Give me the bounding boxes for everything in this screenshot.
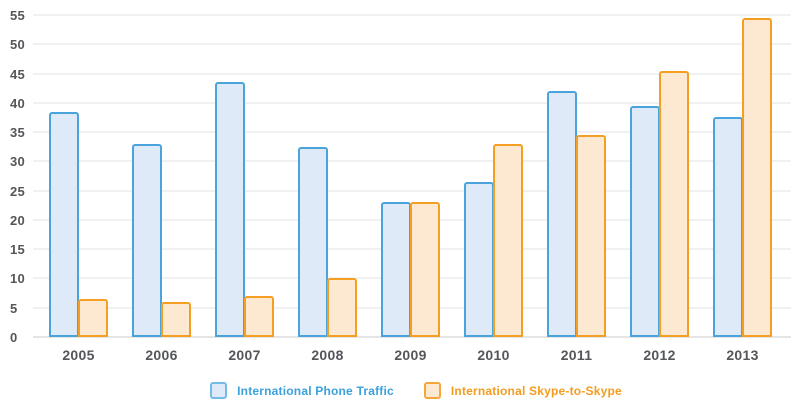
legend-label: International Skype-to-Skype xyxy=(450,383,622,398)
y-tick-label-30: 30 xyxy=(10,154,26,170)
x-tick-label-2011: 2011 xyxy=(560,347,593,363)
gridline-30 xyxy=(33,160,791,163)
bar-2010-skype xyxy=(493,143,523,337)
gridline-45 xyxy=(33,72,791,75)
gridline-0 xyxy=(33,336,791,338)
bar-2009-phone xyxy=(381,202,411,337)
bar-group-2005: 2005 xyxy=(49,15,108,363)
gridline-55 xyxy=(33,14,791,16)
legend-item-skype-to-skype[interactable]: International Skype-to-Skype xyxy=(423,382,622,399)
bar-2008-skype xyxy=(327,278,357,337)
bar-group-2009: 2009 xyxy=(381,15,440,363)
legend-item-phone-traffic[interactable]: International Phone Traffic xyxy=(210,382,394,399)
bar-2011-phone xyxy=(547,91,577,337)
bar-2011-skype xyxy=(576,135,606,337)
bar-2013-phone xyxy=(713,117,743,337)
bar-2013-skype xyxy=(742,17,772,337)
bar-2009-skype xyxy=(410,202,440,337)
y-axis: 0 5 10 15 20 25 30 35 40 45 50 55 xyxy=(10,8,34,345)
bar-group-2013: 2013 xyxy=(713,15,772,363)
gridline-35 xyxy=(33,131,791,134)
y-tick-label-35: 35 xyxy=(10,125,26,141)
y-tick-label-20: 20 xyxy=(10,212,26,228)
x-tick-label-2010: 2010 xyxy=(477,347,510,363)
bar-2012-phone xyxy=(630,105,660,337)
y-tick-label-0: 0 xyxy=(10,330,18,345)
plot-area: 2005 2006 2007 2008 2009 2010 2011 2012 2013 xyxy=(33,14,791,363)
y-tick-label-25: 25 xyxy=(10,183,26,199)
bar-2012-skype xyxy=(659,70,689,337)
y-tick-label-15: 15 xyxy=(10,242,26,258)
bar-2010-phone xyxy=(464,181,494,337)
x-tick-label-2013: 2013 xyxy=(726,347,759,363)
y-tick-label-55: 55 xyxy=(10,8,26,23)
y-tick-label-5: 5 xyxy=(10,300,18,316)
bar-2005-phone xyxy=(49,111,79,337)
y-tick-label-10: 10 xyxy=(10,271,26,287)
gridline-25 xyxy=(33,189,791,192)
bar-2006-skype xyxy=(161,301,191,337)
x-tick-label-2007: 2007 xyxy=(228,347,261,363)
x-tick-label-2005: 2005 xyxy=(62,347,95,363)
legend-swatch-icon xyxy=(423,382,441,399)
y-tick-label-50: 50 xyxy=(10,37,26,53)
bar-group-2011: 2011 xyxy=(547,15,606,363)
bar-2005-skype xyxy=(78,298,108,337)
legend-swatch-icon xyxy=(210,382,228,399)
legend: International Phone Traffic International… xyxy=(0,382,796,399)
y-tick-label-40: 40 xyxy=(10,95,26,111)
bar-group-2010: 2010 xyxy=(464,15,523,363)
gridline-50 xyxy=(33,43,791,46)
x-tick-label-2008: 2008 xyxy=(311,347,344,363)
bar-2006-phone xyxy=(132,143,162,337)
bar-2008-phone xyxy=(298,146,328,337)
bar-2007-phone xyxy=(215,82,245,337)
bar-2007-skype xyxy=(244,296,274,337)
bar-groups: 2005 2006 2007 2008 2009 2010 2011 2012 2013 xyxy=(49,15,772,363)
x-tick-label-2006: 2006 xyxy=(145,347,178,363)
bar-group-2008: 2008 xyxy=(298,15,357,363)
bar-group-2006: 2006 xyxy=(132,15,191,363)
gridline-40 xyxy=(33,101,791,104)
x-tick-label-2012: 2012 xyxy=(643,347,676,363)
x-tick-label-2009: 2009 xyxy=(394,347,427,363)
legend-label: International Phone Traffic xyxy=(237,383,394,398)
bar-group-2007: 2007 xyxy=(215,15,274,363)
y-tick-label-45: 45 xyxy=(10,66,26,82)
bar-group-2012: 2012 xyxy=(630,15,689,363)
